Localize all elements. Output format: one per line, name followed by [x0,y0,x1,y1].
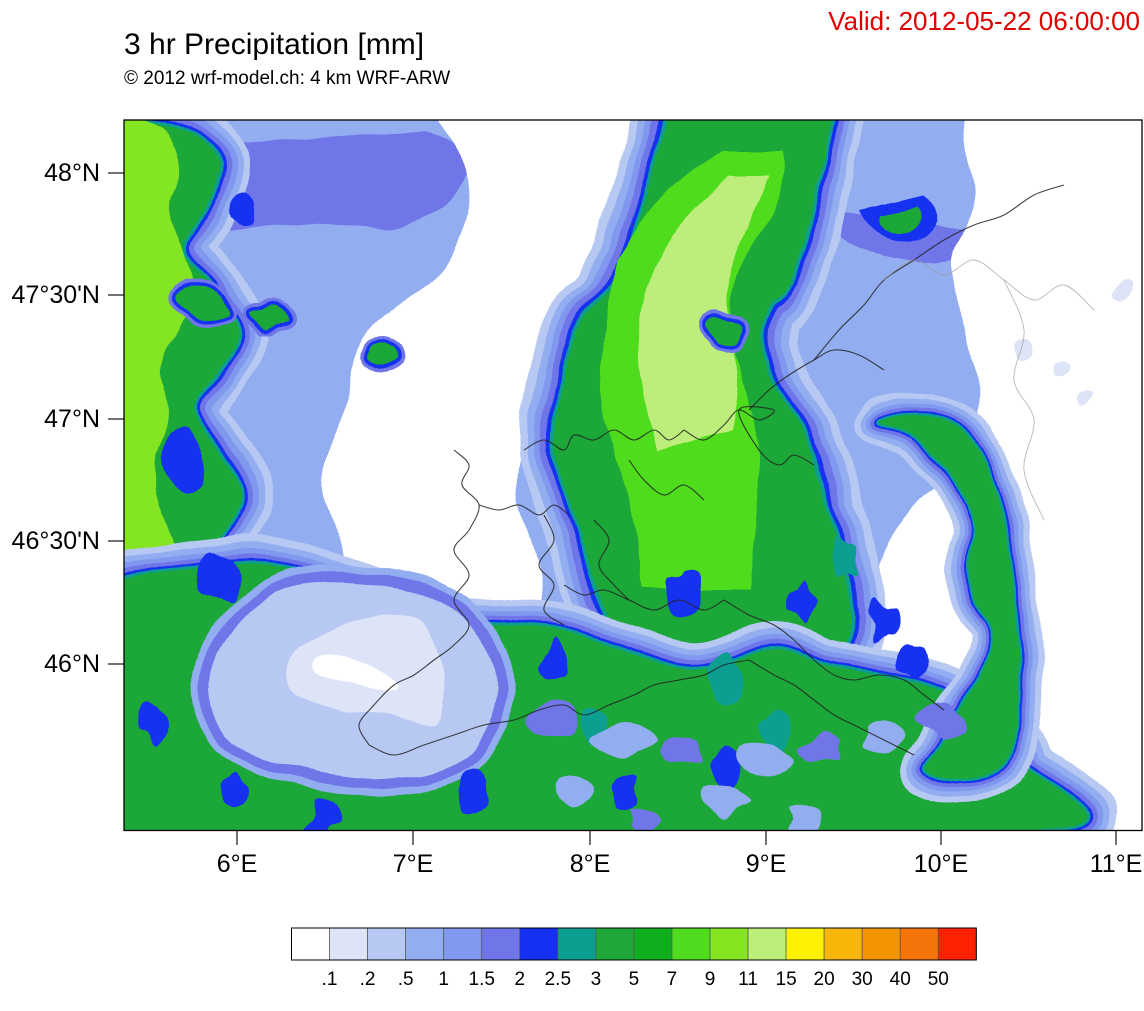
svg-text:47°N: 47°N [44,405,100,433]
svg-text:15: 15 [776,969,797,990]
svg-text:6°E: 6°E [217,850,258,878]
svg-text:50: 50 [928,969,949,990]
svg-text:11: 11 [738,969,758,990]
svg-text:8°E: 8°E [570,850,611,878]
svg-text:30: 30 [852,969,873,990]
svg-text:48°N: 48°N [44,159,100,187]
svg-text:.2: .2 [360,969,376,990]
svg-text:46°30'N: 46°30'N [12,527,100,555]
svg-text:5: 5 [629,969,640,990]
svg-text:1.5: 1.5 [469,969,495,990]
svg-text:46°N: 46°N [44,650,100,678]
svg-text:.5: .5 [398,969,414,990]
svg-text:3: 3 [591,969,602,990]
svg-text:9: 9 [705,969,716,990]
svg-text:2: 2 [514,969,525,990]
svg-text:11°E: 11°E [1090,850,1143,878]
svg-text:.1: .1 [322,969,338,990]
svg-text:7°E: 7°E [393,850,434,878]
svg-text:9°E: 9°E [746,850,787,878]
svg-text:40: 40 [890,969,911,990]
svg-text:20: 20 [814,969,835,990]
svg-text:1: 1 [438,969,449,990]
svg-text:7: 7 [667,969,678,990]
svg-text:47°30'N: 47°30'N [12,281,100,309]
svg-text:2.5: 2.5 [545,969,571,990]
svg-text:10°E: 10°E [914,850,968,878]
